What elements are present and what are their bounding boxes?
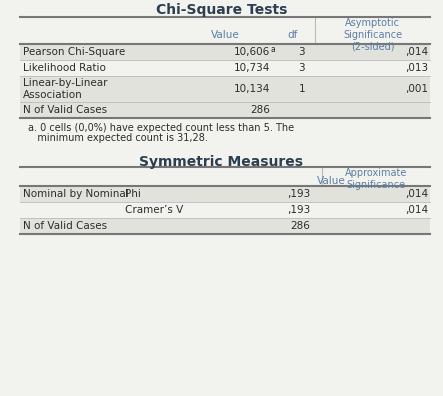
- Bar: [20, 186, 430, 202]
- Text: Nominal by Nominal: Nominal by Nominal: [23, 189, 129, 199]
- Bar: [20, 102, 430, 118]
- Text: 3: 3: [299, 47, 305, 57]
- Text: 10,606: 10,606: [234, 47, 270, 57]
- Text: ,001: ,001: [405, 84, 428, 94]
- Text: N of Valid Cases: N of Valid Cases: [23, 105, 107, 115]
- Text: a: a: [271, 44, 276, 53]
- Text: ,014: ,014: [405, 47, 428, 57]
- Bar: [20, 218, 430, 234]
- Bar: [20, 60, 430, 76]
- Text: a. 0 cells (0,0%) have expected count less than 5. The: a. 0 cells (0,0%) have expected count le…: [28, 123, 294, 133]
- Text: minimum expected count is 31,28.: minimum expected count is 31,28.: [28, 133, 208, 143]
- Text: ,013: ,013: [405, 63, 428, 73]
- Text: Value: Value: [210, 30, 239, 40]
- Text: Value: Value: [317, 176, 346, 186]
- Bar: [20, 44, 430, 60]
- Text: Phi: Phi: [125, 189, 141, 199]
- Text: 10,134: 10,134: [233, 84, 270, 94]
- Text: Likelihood Ratio: Likelihood Ratio: [23, 63, 106, 73]
- Text: ,193: ,193: [287, 189, 310, 199]
- Text: Symmetric Measures: Symmetric Measures: [140, 155, 303, 169]
- Text: ,193: ,193: [287, 205, 310, 215]
- Text: ,014: ,014: [405, 189, 428, 199]
- Bar: [20, 76, 430, 102]
- Text: Asymptotic
Significance
(2-sided): Asymptotic Significance (2-sided): [343, 18, 402, 51]
- Text: 10,734: 10,734: [233, 63, 270, 73]
- Text: 1: 1: [299, 84, 305, 94]
- Text: ,014: ,014: [405, 205, 428, 215]
- Text: 286: 286: [290, 221, 310, 231]
- Text: 286: 286: [250, 105, 270, 115]
- Text: N of Valid Cases: N of Valid Cases: [23, 221, 107, 231]
- Text: Linear-by-Linear
Association: Linear-by-Linear Association: [23, 78, 108, 100]
- Text: Chi-Square Tests: Chi-Square Tests: [156, 3, 287, 17]
- Text: Cramer’s V: Cramer’s V: [125, 205, 183, 215]
- Text: Pearson Chi-Square: Pearson Chi-Square: [23, 47, 125, 57]
- Text: 3: 3: [299, 63, 305, 73]
- Text: Approximate
Significance: Approximate Significance: [345, 168, 407, 190]
- Bar: [20, 202, 430, 218]
- Text: df: df: [288, 30, 298, 40]
